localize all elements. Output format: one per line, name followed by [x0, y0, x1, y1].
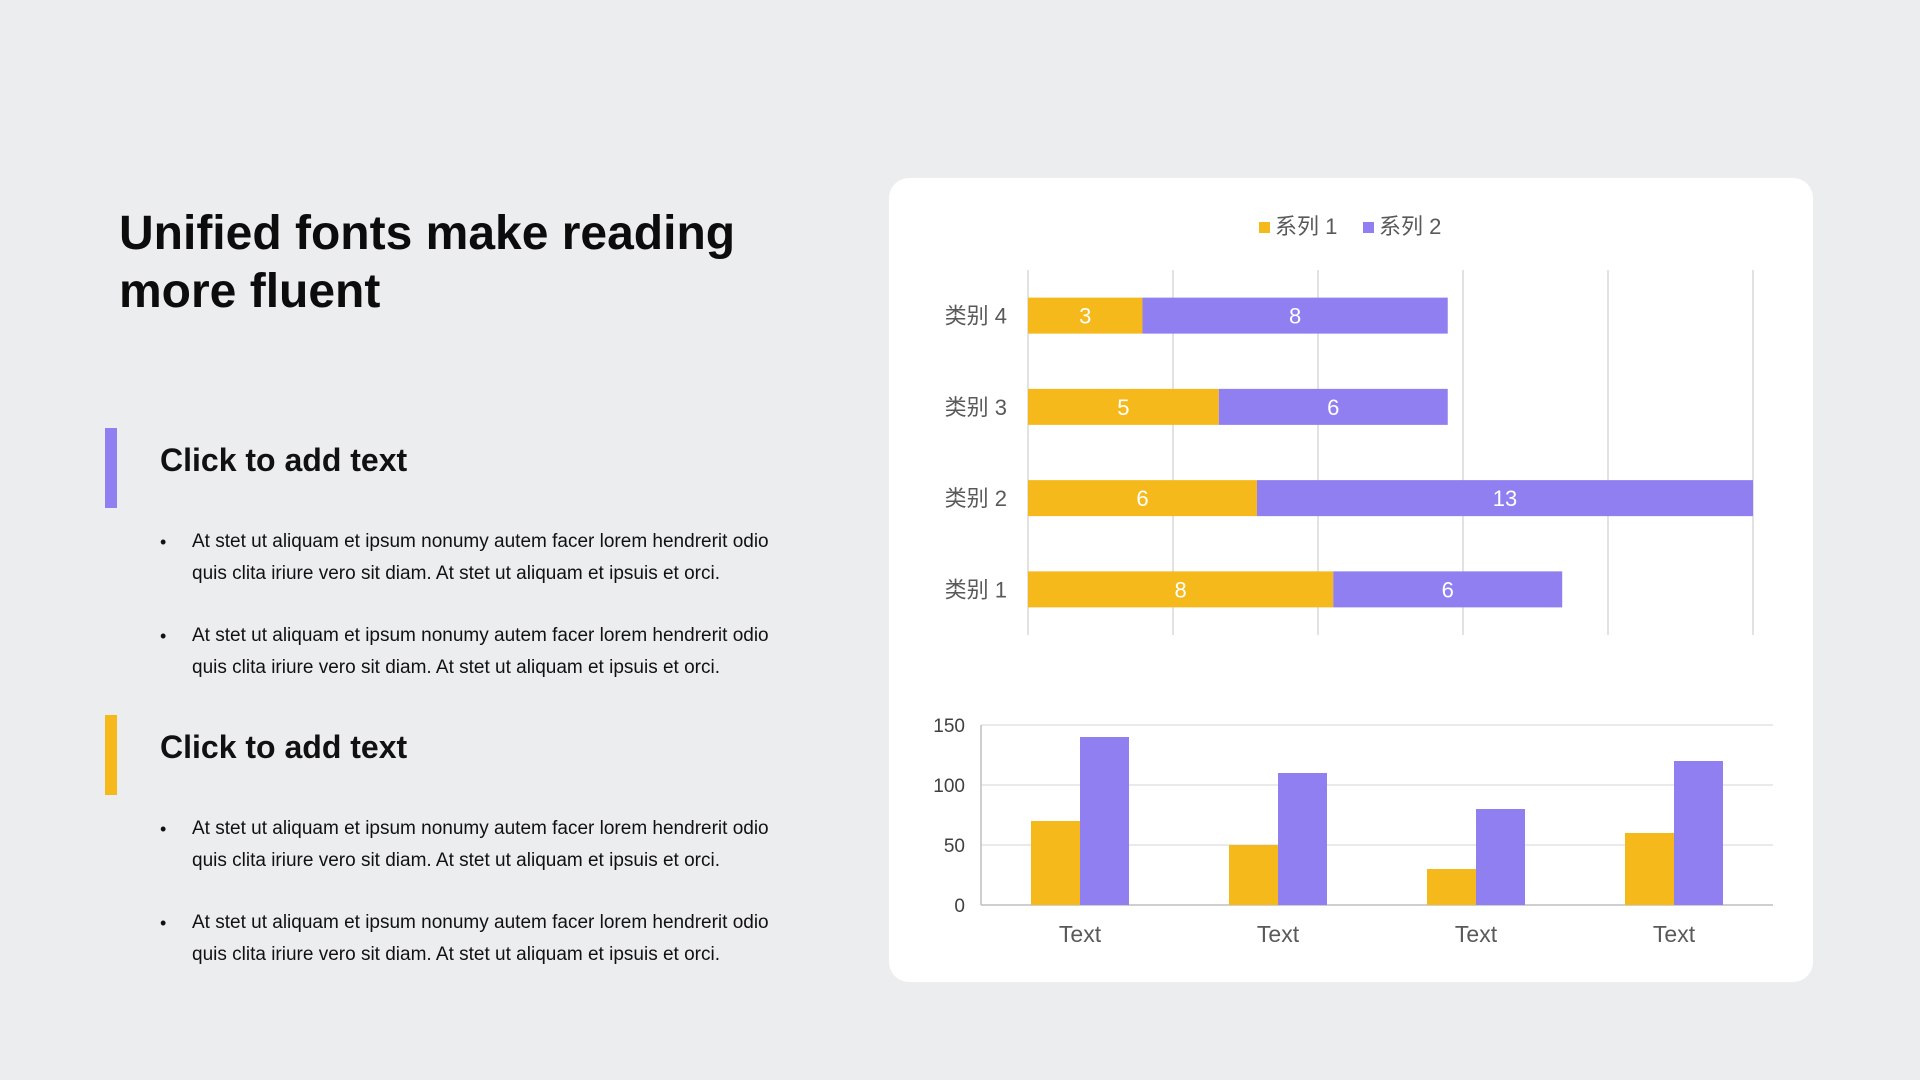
column-bar — [1427, 869, 1476, 905]
stacked-bar-chart[interactable]: 系列 1 系列 2 类别 4 3 8 类别 3 5 6 类别 2 6 13 类别 1 8 6 — [889, 178, 1813, 648]
column-bar — [1080, 737, 1129, 905]
bullet-item[interactable]: At stet ut aliquam et ipsum nonumy autem… — [160, 526, 800, 590]
bar-segment — [1256, 480, 1753, 517]
bullet-item[interactable]: At stet ut aliquam et ipsum nonumy autem… — [160, 813, 800, 877]
legend-label: 系列 1 — [1275, 214, 1337, 239]
x-tick-label: Text — [1455, 921, 1498, 947]
bar-segment — [1028, 388, 1219, 425]
category-label: 类别 4 — [945, 304, 1007, 329]
legend-label: 系列 2 — [1379, 214, 1441, 239]
data-label: 6 — [1136, 486, 1148, 511]
y-tick-label: 150 — [933, 716, 965, 737]
category-label: 类别 3 — [945, 395, 1007, 420]
bullet-item[interactable]: At stet ut aliquam et ipsum nonumy autem… — [160, 620, 800, 684]
column-bar — [1229, 845, 1278, 905]
bar-segment — [1142, 297, 1448, 334]
column-bar — [1278, 773, 1327, 905]
section-title[interactable]: Click to add text — [160, 729, 408, 765]
data-label: 5 — [1117, 395, 1129, 420]
section-accent-bar — [105, 715, 117, 795]
data-label: 13 — [1493, 486, 1517, 511]
x-tick-label: Text — [1059, 921, 1102, 947]
bar-segment — [1333, 571, 1563, 608]
bullet-item[interactable]: At stet ut aliquam et ipsum nonumy autem… — [160, 907, 800, 971]
data-label: 8 — [1175, 577, 1187, 602]
bar-segment — [1028, 480, 1257, 517]
bar-segment — [1028, 297, 1143, 334]
legend-swatch — [1363, 222, 1374, 233]
legend-swatch — [1259, 222, 1270, 233]
bar-segment — [1218, 388, 1448, 425]
data-label: 3 — [1079, 304, 1091, 329]
y-tick-label: 50 — [944, 836, 965, 857]
category-label: 类别 1 — [945, 577, 1007, 602]
chart-card: 系列 1 系列 2 类别 4 3 8 类别 3 5 6 类别 2 6 13 类别 1 8 6 0 50 100… — [889, 178, 1813, 982]
column-chart[interactable]: 0 50 100 150 Text Text Text Text — [889, 648, 1813, 982]
bar-segment — [1028, 571, 1334, 608]
x-tick-label: Text — [1653, 921, 1696, 947]
x-tick-label: Text — [1257, 921, 1300, 947]
data-label: 6 — [1442, 577, 1454, 602]
y-tick-label: 0 — [954, 896, 965, 917]
data-label: 8 — [1289, 304, 1301, 329]
column-bar — [1476, 809, 1525, 905]
section-accent-bar — [105, 428, 117, 508]
column-bar — [1031, 821, 1080, 905]
section-title[interactable]: Click to add text — [160, 442, 408, 478]
column-bar — [1674, 761, 1723, 905]
y-tick-label: 100 — [933, 776, 965, 797]
data-label: 6 — [1327, 395, 1339, 420]
column-bar — [1625, 833, 1674, 905]
category-label: 类别 2 — [945, 486, 1007, 511]
page-title: Unified fonts make reading more fluent — [119, 207, 736, 318]
